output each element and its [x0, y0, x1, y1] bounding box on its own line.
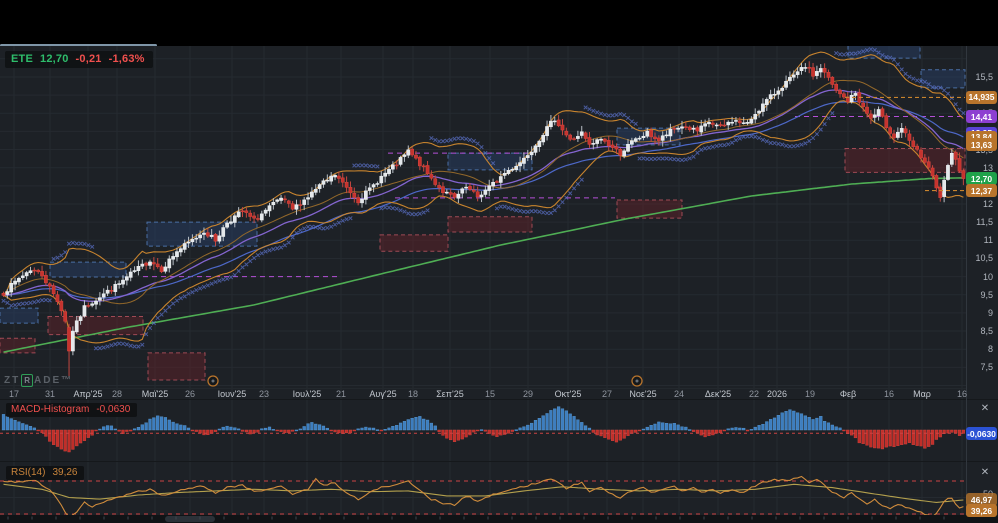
ticker-symbol: ETE [11, 53, 33, 65]
price-axis-label: 13 [982, 162, 993, 173]
price-axis-label: 10,5 [975, 253, 993, 264]
ticker-change-pct: -1,63% [108, 53, 145, 65]
time-axis-label: Μαϊ'25 [141, 389, 169, 399]
price-axis-label: 9,5 [980, 289, 993, 300]
price-axis-separator [966, 46, 967, 515]
time-axis-label: 15 [484, 389, 495, 399]
candles-layer [1, 61, 966, 377]
alert-level-lines [143, 116, 965, 278]
price-badge: 14,935 [966, 90, 997, 104]
price-badge: 13,63 [966, 138, 997, 152]
price-axis-label: 9 [987, 307, 993, 318]
rsi-layer [0, 475, 966, 515]
macd-value-badge: -0,0630 [966, 427, 997, 440]
rsi-value-badge: 39,26 [966, 504, 997, 517]
time-axis-label: Σεπ'25 [436, 389, 464, 399]
demand-zones-red [0, 147, 966, 381]
watermark-logo-icon: R [21, 374, 33, 387]
time-axis-label: Ιουν'25 [217, 389, 247, 399]
macd-close-button[interactable]: ✕ [977, 402, 993, 416]
time-axis-label: Αυγ'25 [369, 389, 397, 399]
event-marker-icons[interactable] [207, 375, 643, 387]
price-badge: 12,70 [966, 172, 997, 186]
price-axis-label: 10 [982, 271, 993, 282]
price-badge: 14,41 [966, 110, 997, 124]
rsi-indicator-legend: RSI(14) 39,26 [6, 466, 85, 480]
price-axis-label: 12 [982, 199, 993, 209]
bottom-scrollbar-track[interactable] [0, 515, 998, 523]
watermark-prefix: ZT [4, 375, 21, 386]
time-axis-label: 24 [673, 389, 684, 399]
band-lower-line [3, 100, 964, 344]
time-axis-label: 26 [184, 389, 195, 399]
time-axis-label: Ιουλ'25 [292, 389, 322, 399]
price-badge: 12,37 [966, 184, 997, 198]
macd-histogram-layer [0, 406, 966, 453]
time-axis-label: 23 [258, 389, 269, 399]
time-axis-label: 17 [8, 389, 19, 399]
rsi-ma-value-badge: 46,97 [966, 493, 997, 506]
rsi-title: RSI(14) [11, 467, 46, 478]
time-axis-label: 28 [111, 389, 122, 399]
price-axis-label: 11,5 [976, 217, 993, 228]
ticker-last-price: 12,70 [40, 53, 69, 65]
time-axis-label: Φεβ [839, 389, 857, 399]
grid-lines [0, 46, 998, 515]
macd-value: -0,0630 [96, 404, 131, 415]
bottom-scrollbar-thumb[interactable] [165, 516, 215, 522]
rsi-close-button[interactable]: ✕ [977, 466, 993, 480]
time-axis-label: 2026 [766, 389, 788, 399]
rsi-ma-line [3, 483, 964, 503]
time-axis-label: 22 [748, 389, 759, 399]
time-axis-label: Νοε'25 [629, 389, 657, 399]
band-upper-line [3, 51, 964, 296]
ticker-legend: ETE 12,70 -0,21 -1,63% [5, 51, 153, 68]
stop-level-lines [845, 96, 965, 192]
time-axis-label: 21 [335, 389, 346, 399]
macd-title: MACD-Histogram [11, 404, 90, 415]
chart-canvas[interactable] [0, 46, 998, 523]
time-axis-label: Οκτ'25 [554, 389, 582, 399]
macd-indicator-legend: MACD-Histogram -0,0630 [6, 403, 138, 417]
price-axis-label: 15,5 [975, 71, 993, 82]
rsi-value: 39,26 [52, 467, 78, 478]
blue-ma-line [3, 100, 964, 300]
time-axis-label: Μαρ [913, 389, 931, 399]
time-axis-label: 29 [522, 389, 533, 399]
rsi-line [3, 475, 964, 515]
time-axis-label: 18 [407, 389, 418, 399]
price-axis-label: 7,5 [980, 362, 993, 373]
time-axis-label: Δεκ'25 [704, 389, 732, 399]
time-axis-label: 31 [44, 389, 55, 399]
price-axis-label: 8,5 [980, 326, 993, 337]
sar-cross-markers [1, 47, 966, 351]
time-axis-label: 16 [883, 389, 894, 399]
supply-zones-blue [0, 46, 966, 324]
top-bar [0, 0, 998, 46]
time-axis-label: 19 [804, 389, 815, 399]
ztrade-watermark: ZT R ADE™ [4, 374, 73, 387]
time-axis-label: 27 [601, 389, 612, 399]
price-axis-label: 8 [987, 344, 993, 355]
main-chart-layer [0, 46, 966, 381]
watermark-suffix: ADE™ [34, 375, 74, 386]
loading-strip [0, 44, 157, 47]
bottom-axis-ticks [7, 516, 945, 520]
price-axis-label: 11 [983, 235, 993, 246]
time-axis-label: Απρ'25 [73, 389, 103, 399]
green-ma-line [3, 177, 964, 353]
ticker-change: -0,21 [75, 53, 102, 65]
band-mid-line [3, 79, 964, 305]
time-axis-label: 16 [956, 389, 967, 399]
purple-ma-line [3, 89, 964, 302]
